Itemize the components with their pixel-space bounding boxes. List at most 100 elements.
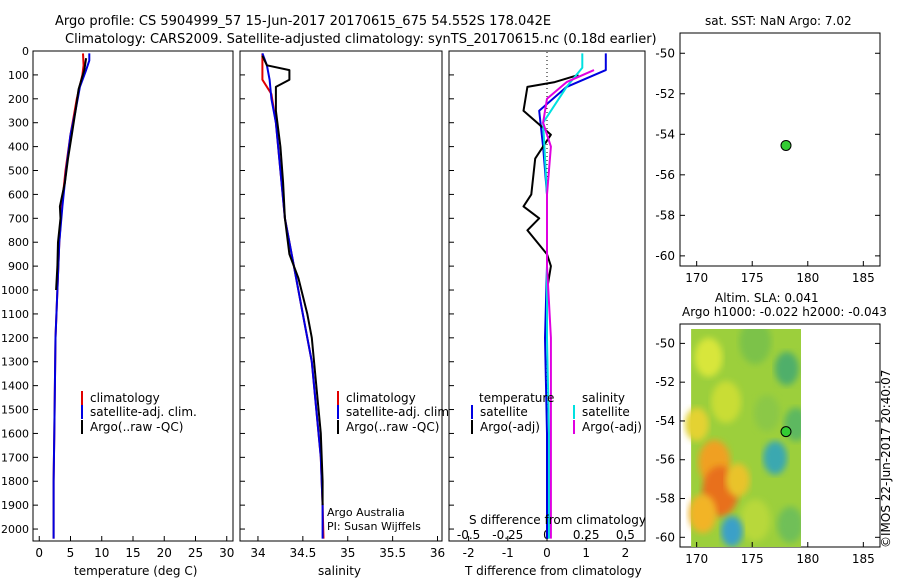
x-tick-label: 36 xyxy=(430,546,445,560)
temperature-xlabel: temperature (deg C) xyxy=(74,564,197,578)
sla-heatmap xyxy=(684,329,801,547)
legend-label-argo: Argo(..raw -QC) xyxy=(346,420,439,434)
sla-blob xyxy=(725,463,750,497)
sla-map-axes: 170 175 180 185 -50 -52 -54 -56 -58 -60 xyxy=(655,336,880,566)
depth-tick-label: 1000 xyxy=(1,284,29,297)
series-line-argo-raw-qc- xyxy=(55,58,88,291)
sst-map-panel: sat. SST: NaN Argo: 7.02 170 175 180 185 -50… xyxy=(655,14,881,285)
temperature-series xyxy=(52,53,91,539)
legend-title-temperature: temperature xyxy=(479,391,554,405)
depth-tick-label: 0 xyxy=(22,45,29,58)
x-tick-label: 35.5 xyxy=(379,546,406,560)
legend-title-salinity: salinity xyxy=(582,391,625,405)
map-x-tick-label: 185 xyxy=(852,552,875,566)
map-x-tick-label: 170 xyxy=(685,552,708,566)
sla-blob xyxy=(711,381,742,424)
x-tick-label: 34.5 xyxy=(289,546,316,560)
map-y-tick-label: -52 xyxy=(655,375,675,389)
t-difference-label: T difference from climatology xyxy=(464,564,642,578)
depth-tick-label: 500 xyxy=(8,165,29,178)
sla-blob xyxy=(694,337,723,378)
legend-label-s-argo: Argo(-adj) xyxy=(582,420,642,434)
difference-series xyxy=(522,53,607,539)
s-tick-label: 0.5 xyxy=(616,528,635,542)
depth-tick-label: 400 xyxy=(8,141,29,154)
depth-tick-label: 600 xyxy=(8,188,29,201)
sla-map-panel: Altim. SLA: 0.041 Argo h1000: -0.022 h20… xyxy=(655,291,887,566)
salinity-panel: 34 34.5 35 35.5 36 salinity climatology sate… xyxy=(239,50,453,578)
difference-panel: -2 -1 0 1 2 -0.5 -0.25 0 0.25 0.5 S difference f… xyxy=(448,50,646,578)
map-y-tick-label: -56 xyxy=(655,168,675,182)
sla-map-subtitle: Argo h1000: -0.022 h2000: -0.043 xyxy=(682,305,887,319)
imos-credit: ©IMOS 22-Jun-2017 20:40:07 xyxy=(879,370,893,548)
s-tick-label: -0.5 xyxy=(457,528,480,542)
sst-map-title: sat. SST: NaN Argo: 7.02 xyxy=(705,14,852,28)
x-tick-label: 15 xyxy=(125,546,140,560)
x-tick-label: -2 xyxy=(463,546,475,560)
depth-tick-label: 1600 xyxy=(1,427,29,440)
x-tick-label: 0 xyxy=(35,546,43,560)
depth-tick-label: 300 xyxy=(8,117,29,130)
depth-tick-label: 700 xyxy=(8,212,29,225)
legend-label-s-satellite: satellite xyxy=(582,405,630,419)
map-y-tick-label: -60 xyxy=(655,249,675,263)
sla-blob xyxy=(774,351,799,386)
map-y-tick-label: -58 xyxy=(655,492,675,506)
argo-float-marker xyxy=(780,426,792,438)
map-y-tick-label: -52 xyxy=(655,87,675,101)
depth-axis: 0 100 200 300 400 500 600 700 800 900 1000 1100 1200… xyxy=(1,45,38,536)
depth-tick-label: 2000 xyxy=(1,523,29,536)
map-y-tick-label: -54 xyxy=(655,414,675,428)
pi-label: PI: Susan Wijffels xyxy=(327,520,421,533)
header-line1: Argo profile: CS 5904999_57 15-Jun-2017 … xyxy=(55,14,551,29)
x-tick-label: 35 xyxy=(340,546,355,560)
argo-australia-label: Argo Australia xyxy=(327,506,405,519)
series-line-satellite-adj-clim- xyxy=(52,53,91,539)
header-line2: Climatology: CARS2009. Satellite-adjuste… xyxy=(65,32,657,47)
temperature-plot-frame xyxy=(32,50,234,542)
legend-label-climatology: climatology xyxy=(346,391,416,405)
depth-tick-label: 1900 xyxy=(1,499,29,512)
series-line-argo-raw-qc- xyxy=(261,55,324,506)
sla-map-title: Altim. SLA: 0.041 xyxy=(715,291,819,305)
s-tick-label: -0.25 xyxy=(492,528,523,542)
map-y-tick-label: -50 xyxy=(655,46,675,60)
map-x-tick-label: 180 xyxy=(796,271,819,285)
depth-tick-label: 1800 xyxy=(1,475,29,488)
sst-map-axes: 170 175 180 185 -50 -52 -54 -56 -58 -60 xyxy=(655,46,880,285)
argo-float-marker xyxy=(780,139,792,151)
salinity-series xyxy=(261,53,325,539)
temperature-axis: 0 5 10 15 20 25 30 xyxy=(35,536,234,560)
map-x-tick-label: 185 xyxy=(852,271,875,285)
s-tick-label: 0.25 xyxy=(573,528,600,542)
depth-tick-label: 900 xyxy=(8,260,29,273)
t-difference-axis: -2 -1 0 1 2 xyxy=(449,50,629,560)
legend-label-satellite: satellite-adj. clim. xyxy=(346,405,453,419)
x-tick-label: 30 xyxy=(219,546,234,560)
sla-blob xyxy=(688,493,717,534)
x-tick-label: 20 xyxy=(157,546,172,560)
temperature-panel: 0100200300400500600700800900100011001200… xyxy=(1,45,234,578)
salinity-xlabel: salinity xyxy=(318,564,361,578)
x-tick-label: 5 xyxy=(67,546,75,560)
legend-label-argo: Argo(..raw -QC) xyxy=(90,420,183,434)
depth-tick-label: 1100 xyxy=(1,308,29,321)
sla-blob xyxy=(763,441,788,475)
legend-label-satellite: satellite-adj. clim. xyxy=(90,405,197,419)
depth-tick-label: 1400 xyxy=(1,380,29,393)
x-tick-label: 10 xyxy=(94,546,109,560)
depth-tick-label: 1200 xyxy=(1,332,29,345)
x-tick-label: -1 xyxy=(502,546,514,560)
salinity-plot-frame xyxy=(239,50,443,542)
series-line-s-argo-adj- xyxy=(542,69,595,539)
sla-blob xyxy=(740,499,771,542)
map-x-tick-label: 170 xyxy=(685,271,708,285)
series-line-satellite-adj-clim- xyxy=(261,53,324,539)
temperature-legend: climatology satellite-adj. clim. Argo(..… xyxy=(81,391,197,434)
map-x-tick-label: 180 xyxy=(796,552,819,566)
x-tick-label: 1 xyxy=(582,546,590,560)
x-tick-label: 0 xyxy=(543,546,551,560)
legend-label-t-satellite: satellite xyxy=(480,405,528,419)
salinity-axis: 34 34.5 35 35.5 36 xyxy=(240,50,445,560)
